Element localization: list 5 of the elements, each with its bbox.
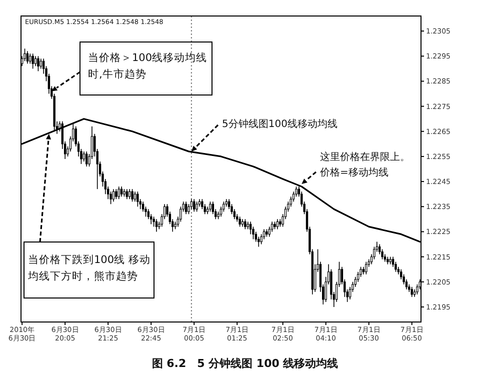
caption: 图 6.2 5 分钟线图 100 线移动均线	[152, 357, 338, 370]
annotation: 这里价格在界限上。价格=移动均线	[319, 151, 410, 178]
annotation: 当价格＞100线移动均线时,牛市趋势	[88, 51, 208, 80]
annotation: 5分钟线图100线移动均线	[222, 118, 338, 130]
annotation: 当价格下跌到100线 移动均线下方时，熊市趋势	[27, 253, 150, 282]
